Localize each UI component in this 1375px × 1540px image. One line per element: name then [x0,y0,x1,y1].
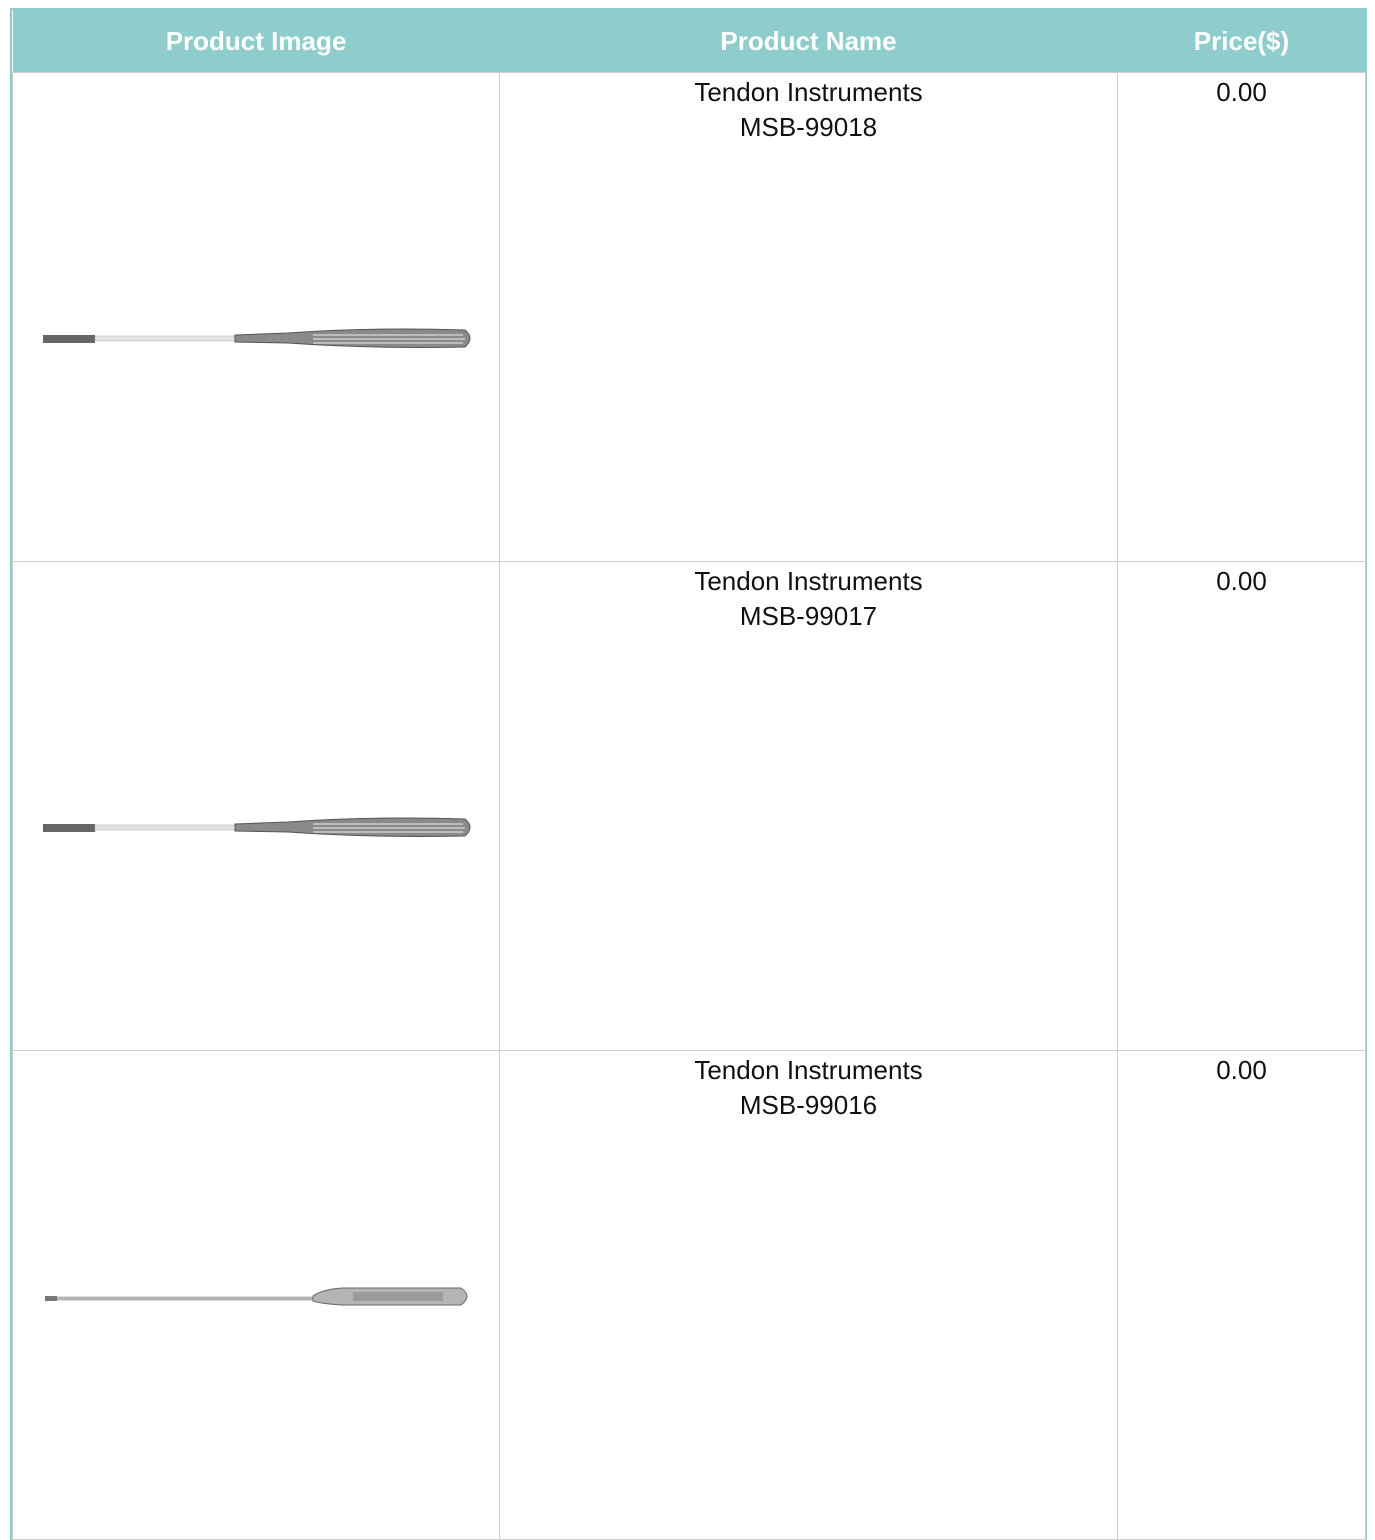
product-row: Tendon Instruments MSB-99016 0.00 [12,1050,1366,1540]
name-cell: Tendon Instruments MSB-99018 [499,72,1118,562]
price: 0.00 [1216,566,1267,596]
header-row: Product Image Product Name Price($) [12,10,1366,73]
product-row: Tendon Instruments MSB-99017 0.00 [12,561,1366,1051]
name-cell: Tendon Instruments MSB-99017 [499,561,1118,1051]
product-table-container: Product Image Product Name Price($) Tend… [10,8,1367,1540]
product-table: Product Image Product Name Price($) Tend… [12,10,1366,1540]
header-cell: Product Image [12,10,500,73]
product-code: MSB-99017 [739,601,878,631]
header-cell: Product Name [499,10,1118,73]
product-row: Tendon Instruments MSB-99018 0.00 [12,72,1366,562]
product-image[interactable] [13,73,500,559]
image-cell [12,72,500,562]
product-code: MSB-99016 [739,1090,878,1120]
price-cell: 0.00 [1117,561,1366,1051]
price: 0.00 [1216,77,1267,107]
product-name[interactable]: Tendon Instruments [694,566,923,596]
product-name[interactable]: Tendon Instruments [694,77,923,107]
product-code: MSB-99018 [739,112,878,142]
image-cell [12,1050,500,1540]
product-name[interactable]: Tendon Instruments [694,1055,923,1085]
product-image[interactable] [13,1051,500,1537]
price-cell: 0.00 [1117,72,1366,562]
price: 0.00 [1216,1055,1267,1085]
product-image[interactable] [13,562,500,1048]
header-cell: Price($) [1117,10,1366,73]
name-cell: Tendon Instruments MSB-99016 [499,1050,1118,1540]
price-cell: 0.00 [1117,1050,1366,1540]
image-cell [12,561,500,1051]
